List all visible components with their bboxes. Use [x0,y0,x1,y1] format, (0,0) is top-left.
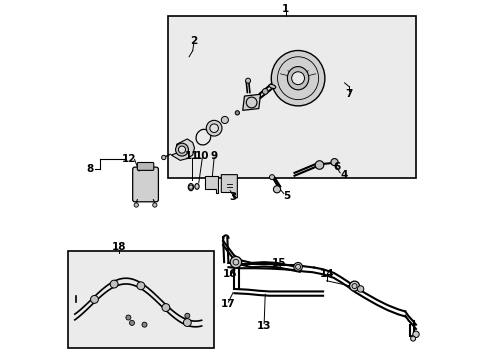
Circle shape [357,286,363,292]
Circle shape [235,111,239,115]
Ellipse shape [268,84,275,89]
Circle shape [142,322,147,327]
Polygon shape [205,176,217,193]
Circle shape [209,124,218,132]
Text: 2: 2 [190,36,197,46]
Circle shape [291,72,304,85]
Text: 14: 14 [319,269,333,279]
Text: 16: 16 [223,269,237,279]
Circle shape [125,315,131,320]
Text: 11: 11 [184,151,199,161]
Circle shape [315,161,323,169]
Ellipse shape [194,184,199,189]
Circle shape [162,156,165,159]
Circle shape [152,203,157,207]
Text: 4: 4 [340,170,347,180]
Text: 3: 3 [229,192,236,202]
Circle shape [330,158,337,166]
Circle shape [183,319,191,327]
Text: 7: 7 [345,89,352,99]
Circle shape [293,262,302,271]
Circle shape [245,78,250,83]
Circle shape [273,186,280,193]
Text: 5: 5 [283,191,290,201]
Polygon shape [171,139,194,160]
Circle shape [110,280,118,288]
Text: 8: 8 [86,164,94,174]
Ellipse shape [188,184,193,191]
Polygon shape [242,94,260,111]
Circle shape [412,331,418,338]
Bar [167,16,415,178]
FancyBboxPatch shape [137,162,153,170]
Text: 1: 1 [282,4,288,14]
Circle shape [162,303,169,311]
Circle shape [349,281,359,291]
Circle shape [269,175,274,180]
Polygon shape [221,175,237,198]
Text: 18: 18 [111,242,126,252]
Circle shape [410,336,415,341]
Text: 12: 12 [122,154,137,164]
Circle shape [175,143,188,156]
Circle shape [262,89,267,94]
Circle shape [178,146,185,153]
Text: 6: 6 [332,162,340,172]
Text: 15: 15 [272,258,286,268]
Text: 9: 9 [210,151,217,161]
Text: 10: 10 [195,151,209,161]
Circle shape [90,296,98,303]
FancyBboxPatch shape [132,167,158,202]
Circle shape [206,120,222,136]
Ellipse shape [287,67,308,90]
Circle shape [137,282,144,290]
Circle shape [221,116,228,123]
Bar [67,251,214,348]
Circle shape [134,203,138,207]
Ellipse shape [271,50,324,106]
Circle shape [230,256,241,268]
Text: 13: 13 [256,321,271,331]
Text: 17: 17 [221,299,235,309]
Circle shape [129,320,134,325]
Circle shape [184,313,189,318]
